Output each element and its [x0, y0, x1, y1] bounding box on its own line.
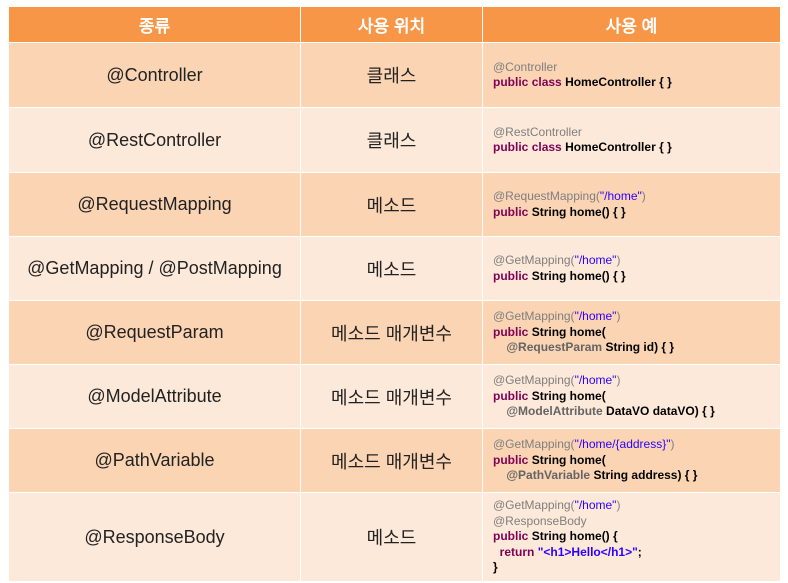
table-row: @Controller 클래스 @Controller public class… — [8, 42, 781, 108]
usage-example: @RequestMapping("/home") public String h… — [482, 172, 781, 237]
usage-location: 메소드 매개변수 — [300, 300, 483, 365]
usage-example: @GetMapping("/home") @ResponseBody publi… — [482, 492, 781, 582]
code-annotation: ) — [616, 309, 621, 324]
code-keyword: public — [493, 140, 529, 154]
table-row: @PathVariable 메소드 매개변수 @GetMapping("/hom… — [8, 428, 781, 493]
code-annotation: ) — [670, 437, 675, 452]
code-text: DataVO dataVO) { } — [606, 404, 715, 419]
usage-example: @GetMapping("/home") public String home(… — [482, 236, 781, 301]
code-text: HomeController { } — [565, 140, 672, 154]
header-example: 사용 예 — [482, 6, 781, 43]
annotation-name: @GetMapping / @PostMapping — [8, 236, 301, 301]
code-keyword: public — [493, 388, 529, 403]
table-row: @ModelAttribute 메소드 매개변수 @GetMapping("/h… — [8, 364, 781, 429]
code-param-annotation: @RequestParam — [506, 340, 603, 355]
usage-example: @RestController public class HomeControl… — [482, 107, 781, 173]
code-string: "/home" — [574, 373, 617, 388]
code-annotation: @RequestMapping( — [493, 189, 600, 203]
code-annotation: ) — [616, 253, 621, 267]
code-text: String home( — [531, 324, 606, 339]
header-type: 종류 — [8, 6, 301, 43]
table-row: @RequestParam 메소드 매개변수 @GetMapping("/hom… — [8, 300, 781, 365]
code-annotation: @GetMapping( — [493, 437, 575, 452]
code-keyword: return — [499, 544, 535, 559]
header-location: 사용 위치 — [300, 6, 483, 43]
annotation-name: @RestController — [8, 107, 301, 173]
code-string: "/home" — [574, 253, 617, 267]
code-param-annotation: @ModelAttribute — [506, 404, 603, 419]
code-keyword: public — [493, 324, 529, 339]
code-text: ; — [637, 544, 642, 559]
table-row: @ResponseBody 메소드 @GetMapping("/home") @… — [8, 492, 781, 582]
usage-location: 메소드 매개변수 — [300, 364, 483, 429]
code-string: "/home/{address}" — [574, 437, 671, 452]
code-annotation: @GetMapping( — [493, 309, 575, 324]
annotation-table: 종류 사용 위치 사용 예 @Controller 클래스 @Controlle… — [8, 6, 781, 582]
annotation-name: @PathVariable — [8, 428, 301, 493]
code-text: String home( — [531, 452, 606, 467]
code-text: String home() { — [531, 529, 618, 544]
code-text: String home( — [531, 388, 606, 403]
usage-location: 메소드 — [300, 172, 483, 237]
code-annotation: ) — [641, 189, 646, 203]
code-text: String home() { } — [531, 268, 626, 283]
code-keyword: public — [493, 75, 529, 89]
code-annotation: @Controller — [493, 59, 558, 74]
code-param-annotation: @PathVariable — [506, 468, 591, 483]
usage-example: @GetMapping("/home") public String home(… — [482, 364, 781, 429]
annotation-name: @ModelAttribute — [8, 364, 301, 429]
annotation-name: @RequestMapping — [8, 172, 301, 237]
usage-example: @Controller public class HomeController … — [482, 42, 781, 108]
usage-location: 메소드 매개변수 — [300, 428, 483, 493]
code-text: } — [493, 560, 498, 575]
code-keyword: class — [531, 140, 562, 154]
annotation-name: @RequestParam — [8, 300, 301, 365]
code-annotation: @GetMapping( — [493, 498, 575, 513]
code-keyword: public — [493, 268, 529, 283]
usage-example: @GetMapping("/home") public String home(… — [482, 300, 781, 365]
code-string: "/home" — [574, 498, 617, 513]
code-string: "/home" — [574, 309, 617, 324]
code-text: String home() { } — [531, 204, 626, 219]
code-string: "/home" — [599, 189, 642, 203]
code-keyword: public — [493, 452, 529, 467]
annotation-name: @ResponseBody — [8, 492, 301, 582]
code-annotation: ) — [616, 373, 621, 388]
usage-location: 클래스 — [300, 42, 483, 108]
code-keyword: class — [531, 75, 562, 89]
table-row: @RestController 클래스 @RestController publ… — [8, 107, 781, 173]
code-annotation: @RestController — [493, 124, 582, 139]
usage-location: 메소드 — [300, 236, 483, 301]
code-keyword: public — [493, 529, 529, 544]
table-row: @GetMapping / @PostMapping 메소드 @GetMappi… — [8, 236, 781, 301]
usage-example: @GetMapping("/home/{address}") public St… — [482, 428, 781, 493]
code-annotation: @ResponseBody — [493, 513, 587, 528]
code-text: String address) { } — [593, 468, 698, 483]
code-text: String id) { } — [605, 340, 675, 355]
usage-location: 클래스 — [300, 107, 483, 173]
code-text: HomeController { } — [565, 75, 672, 89]
code-annotation: @GetMapping( — [493, 373, 575, 388]
code-string: "<h1>Hello</h1>" — [537, 544, 638, 559]
usage-location: 메소드 — [300, 492, 483, 582]
table-row: @RequestMapping 메소드 @RequestMapping("/ho… — [8, 172, 781, 237]
code-keyword: public — [493, 204, 529, 219]
code-annotation: @GetMapping( — [493, 253, 575, 267]
table-header-row: 종류 사용 위치 사용 예 — [8, 6, 781, 43]
annotation-name: @Controller — [8, 42, 301, 108]
code-annotation: ) — [616, 498, 621, 513]
